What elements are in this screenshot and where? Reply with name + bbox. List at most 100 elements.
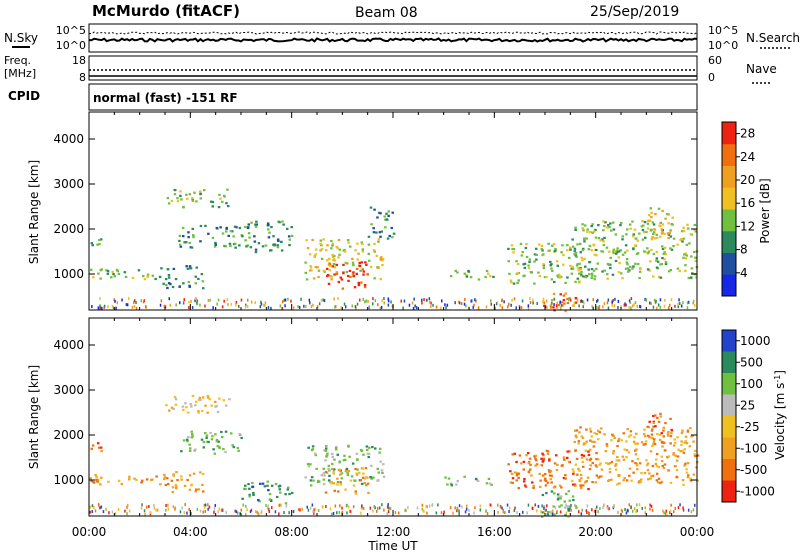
beam-title: Beam 08 — [355, 5, 418, 21]
scatter-cell-region-11 — [607, 479, 610, 482]
scatter-cell-region-9 — [449, 275, 453, 278]
scatter-cell-region-6 — [324, 249, 328, 252]
scatter-cell-region-3 — [170, 406, 174, 409]
ground-scatter-cell — [131, 305, 134, 309]
ground-scatter-cell — [135, 301, 137, 305]
scatter-cell-region-11 — [643, 471, 647, 475]
scatter-cell-region-12 — [634, 237, 638, 240]
ground-scatter-cell — [390, 300, 392, 304]
scatter-cell-region-9 — [564, 474, 567, 477]
ground-scatter-cell — [394, 511, 397, 515]
scatter-cell-region-11 — [650, 433, 654, 436]
ground-scatter-cell — [117, 508, 120, 511]
scatter-cell-region-12 — [655, 250, 659, 254]
scatter-cell-region-10 — [578, 272, 581, 275]
scatter-cell-region-10 — [557, 276, 560, 279]
ground-scatter-cell — [534, 503, 536, 507]
ground-scatter-cell — [656, 306, 658, 310]
scatter-cell-region-5 — [251, 481, 254, 485]
ground-scatter-cell — [569, 298, 572, 302]
scatter-cell-region-6 — [314, 454, 318, 457]
scatter-cell-region-6 — [368, 259, 371, 262]
scatter-cell-region-9 — [582, 465, 585, 468]
scatter-cell-region-10 — [528, 260, 531, 263]
ground-scatter-cell — [586, 511, 588, 514]
scatter-cell-region-7 — [344, 488, 347, 491]
scatter-cell-region-12 — [689, 233, 693, 236]
ground-scatter-cell — [670, 298, 673, 302]
scatter-cell-region-6 — [314, 266, 318, 269]
ground-scatter-cell — [333, 297, 335, 301]
ground-scatter-cell — [473, 303, 475, 307]
scatter-cell-region-3 — [182, 408, 185, 411]
scatter-cell-region-9 — [558, 484, 562, 487]
scatter-cell-region-8 — [369, 206, 373, 209]
scatter-cell-region-10 — [551, 244, 554, 247]
ground-scatter-cell — [521, 299, 524, 303]
scatter-cell-region-7 — [332, 482, 336, 485]
scatter-cell-region-10 — [552, 243, 556, 246]
scatter-cell-region-2 — [190, 484, 193, 487]
scatter-cell-region-12 — [652, 252, 656, 256]
scatter-cell-region-12 — [586, 230, 589, 233]
ground-scatter-cell — [220, 508, 223, 512]
scatter-cell-region-6 — [310, 269, 313, 272]
scatter-cell-region-11 — [690, 435, 693, 438]
scatter-cell-region-2 — [172, 474, 175, 477]
power-colorbar-tick-label: 8 — [740, 243, 748, 257]
scatter-cell-region-6 — [351, 257, 354, 260]
ground-scatter-cell — [266, 506, 269, 510]
scatter-cell-region-12 — [571, 267, 575, 270]
scatter-cell-region-6 — [365, 484, 368, 487]
scatter-cell-region-12 — [614, 233, 618, 236]
ground-scatter-cell — [279, 304, 282, 308]
scatter-cell-region-12 — [625, 258, 629, 261]
scatter-cell-region-11 — [608, 471, 612, 474]
scatter-cell-region-12 — [649, 229, 653, 232]
scatter-cell-region-5 — [250, 221, 253, 224]
scatter-cell-region-10 — [550, 278, 554, 281]
ground-scatter-cell — [664, 298, 666, 302]
scatter-cell-region-10 — [552, 505, 555, 508]
power-colorbar-band — [722, 209, 736, 232]
scatter-cell-region-3 — [217, 206, 221, 209]
scatter-cell-region-2 — [172, 267, 176, 270]
ground-scatter-cell — [677, 302, 679, 306]
ground-scatter-cell — [105, 507, 107, 511]
scatter-cell-region-12 — [588, 273, 591, 276]
scatter-cell-region-7 — [347, 470, 351, 473]
scatter-cell-region-12 — [681, 240, 684, 243]
scatter-cell-region-6 — [317, 479, 320, 482]
scatter-cell-region-3 — [185, 406, 188, 409]
scatter-cell-region-6 — [322, 472, 325, 475]
scatter-cell-region-11 — [693, 449, 697, 452]
ground-scatter-cell — [687, 300, 690, 304]
scatter-cell-region-5 — [246, 226, 250, 230]
scatter-cell-region-6 — [381, 471, 384, 474]
ground-scatter-cell — [682, 301, 684, 305]
scatter-cell-region-2 — [171, 491, 175, 494]
scatter-cell-region-11 — [639, 481, 643, 484]
scatter-cell-region-6 — [331, 242, 335, 245]
ground-scatter-cell — [113, 298, 115, 302]
ground-scatter-cell — [602, 506, 604, 510]
ground-scatter-cell — [694, 503, 696, 507]
ground-scatter-cell — [632, 509, 634, 513]
scatter-cell-region-5 — [245, 245, 248, 248]
velocity-colorbar-band — [722, 330, 736, 352]
scatter-cell-region-6 — [330, 278, 333, 281]
scatter-cell-region-8 — [446, 483, 449, 486]
scatter-cell-region-6 — [345, 270, 349, 274]
scatter-cell-region-6 — [378, 451, 381, 454]
scatter-cell-region-2 — [188, 284, 191, 287]
ground-scatter-cell — [508, 506, 511, 510]
ground-scatter-cell — [126, 512, 128, 516]
scatter-cell-region-10 — [577, 269, 580, 272]
ground-scatter-cell — [183, 511, 186, 515]
ground-scatter-cell — [542, 297, 545, 301]
ground-scatter-cell — [449, 506, 452, 510]
scatter-cell-region-9 — [465, 275, 469, 278]
scatter-cell-region-5 — [246, 244, 249, 247]
scatter-cell-region-1 — [100, 450, 103, 453]
scatter-cell-region-5 — [254, 251, 258, 254]
